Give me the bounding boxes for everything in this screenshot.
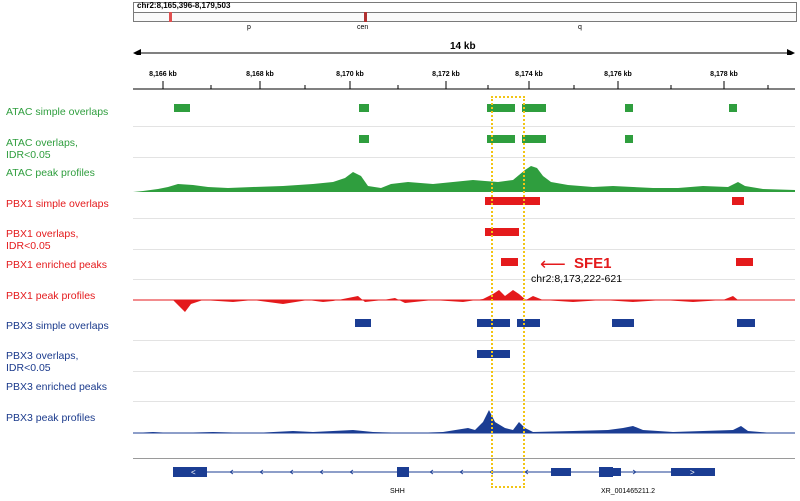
track-divider [133, 126, 795, 127]
ideogram-region-marker [169, 12, 172, 22]
atac-idr-feature[interactable] [625, 135, 633, 143]
pbx1-peak-profile [133, 290, 795, 312]
pbx1-enriched-peak[interactable] [736, 258, 753, 266]
ruler-tick-label: 8,168 kb [246, 71, 274, 78]
atac-idr-feature[interactable] [487, 135, 515, 143]
locus-text: chr2:8,165,396-8,179,503 [137, 1, 231, 10]
ideogram-centromere [364, 12, 367, 22]
track-label-pbx3-profile: PBX3 peak profiles [6, 412, 96, 424]
track-divider [133, 371, 795, 372]
ruler-tick-label: 8,166 kb [149, 71, 177, 78]
atac-simple-feature[interactable] [625, 104, 633, 112]
track-label-pbx3-enriched: PBX3 enriched peaks [6, 381, 107, 393]
track-label-atac-profile: ATAC peak profiles [6, 167, 95, 179]
sfe1-coordinates: chr2:8,173,222-621 [531, 273, 623, 285]
svg-text:>: > [690, 468, 695, 477]
track-divider [133, 279, 795, 280]
pbx3-simple-feature[interactable] [737, 319, 755, 327]
pbx1-simple-feature[interactable] [485, 197, 540, 205]
atac-simple-feature[interactable] [729, 104, 737, 112]
atac-idr-feature[interactable] [522, 135, 546, 143]
track-label-atac-simple: ATAC simple overlaps [6, 106, 109, 118]
track-label-pbx3-idr: PBX3 overlaps, IDR<0.05 [6, 350, 79, 374]
ideogram-q-label: q [578, 24, 582, 31]
atac-simple-feature[interactable] [522, 104, 546, 112]
ideogram-cen-label: cen [357, 24, 369, 31]
track-label-pbx1-idr: PBX1 overlaps, IDR<0.05 [6, 228, 79, 252]
pbx3-simple-feature[interactable] [517, 319, 540, 327]
atac-idr-feature[interactable] [359, 135, 369, 143]
ruler-tick-label: 8,170 kb [336, 71, 364, 78]
ideogram-p-label: p [247, 24, 251, 31]
pbx3-simple-feature[interactable] [355, 319, 371, 327]
ruler-tick-label: 8,176 kb [604, 71, 632, 78]
ruler-span-arrow [133, 49, 795, 55]
pbx1-idr-feature[interactable] [485, 228, 519, 236]
atac-simple-feature[interactable] [359, 104, 369, 112]
track-divider [133, 249, 795, 250]
ruler-ticks [133, 81, 795, 90]
pbx3-peak-profile [133, 410, 795, 434]
pbx3-simple-feature[interactable] [477, 319, 510, 327]
atac-peak-profile [133, 166, 795, 192]
sfe1-arrow-icon: ⟵ [540, 254, 566, 274]
track-label-pbx1-simple: PBX1 simple overlaps [6, 198, 109, 210]
track-label-atac-idr: ATAC overlaps, IDR<0.05 [6, 137, 78, 161]
track-label-pbx1-profile: PBX1 peak profiles [6, 290, 96, 302]
atac-simple-feature[interactable] [487, 104, 515, 112]
gene-label-xr: XR_001465211.2 [601, 488, 655, 495]
track-divider [133, 218, 795, 219]
ruler-tick-label: 8,174 kb [515, 71, 543, 78]
chromosome-ideogram [133, 12, 797, 22]
pbx1-enriched-peak[interactable] [501, 258, 518, 266]
track-divider [133, 401, 795, 402]
track-divider [133, 340, 795, 341]
atac-simple-feature[interactable] [174, 104, 190, 112]
track-divider [133, 157, 795, 158]
track-divider [133, 458, 795, 459]
pbx3-idr-feature[interactable] [477, 350, 510, 358]
ruler-tick-label: 8,172 kb [432, 71, 460, 78]
track-label-pbx1-enriched: PBX1 enriched peaks [6, 259, 107, 271]
svg-text:<: < [191, 468, 196, 477]
pbx1-simple-feature[interactable] [732, 197, 744, 205]
gene-track: < > [173, 467, 715, 477]
track-label-pbx3-simple: PBX3 simple overlaps [6, 320, 109, 332]
gene-label-shh: SHH [390, 488, 405, 495]
sfe1-label: SFE1 [574, 255, 612, 272]
ruler-span-label: 14 kb [450, 41, 476, 52]
ruler-tick-label: 8,178 kb [710, 71, 738, 78]
sfe1-highlight-box [491, 96, 525, 488]
pbx3-simple-feature[interactable] [612, 319, 634, 327]
